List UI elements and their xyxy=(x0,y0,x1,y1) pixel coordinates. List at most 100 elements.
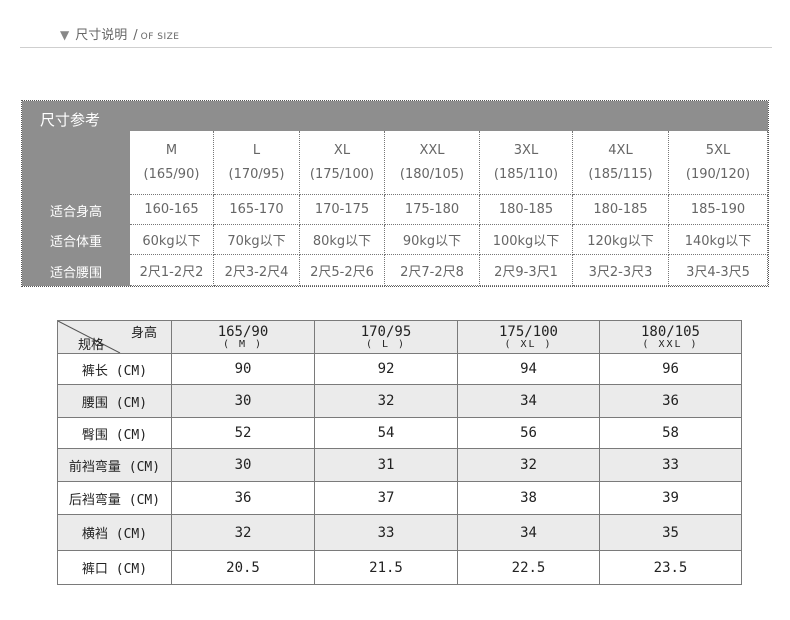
measurement-value: 36 xyxy=(171,481,315,515)
measurement-value: 38 xyxy=(457,481,600,515)
measurement-row-label: 横裆 (CM) xyxy=(57,514,172,551)
reference-value-cell: 180-185 xyxy=(573,195,669,225)
measurement-value: 92 xyxy=(314,353,458,385)
measurement-value: 33 xyxy=(314,514,458,551)
size-label: 3XL xyxy=(513,142,539,158)
measurement-value: 30 xyxy=(171,448,315,482)
section-header: ▼ 尺寸说明 / OF SIZE xyxy=(60,24,179,46)
measurement-size-header: 165/90( M ) xyxy=(171,320,315,354)
size-header-cell: L (170/95) xyxy=(214,131,300,195)
reference-value-cell: 140kg以下 xyxy=(669,225,768,255)
measurement-value: 36 xyxy=(599,384,742,418)
reference-value-cell: 175-180 xyxy=(385,195,480,225)
measurement-row: 裤口 (CM) 20.5 21.5 22.5 23.5 xyxy=(57,550,742,585)
size-value: 180/105 xyxy=(640,323,700,340)
measurement-row-label: 腰围 (CM) xyxy=(57,384,172,418)
measurement-row-label: 前裆弯量 (CM) xyxy=(57,448,172,482)
measurement-value: 54 xyxy=(314,417,458,449)
reference-value-cell: 165-170 xyxy=(214,195,300,225)
measurement-row: 臀围 (CM) 52 54 56 58 xyxy=(57,417,742,449)
measurement-row: 后裆弯量 (CM) 36 37 38 39 xyxy=(57,481,742,515)
measurement-value: 31 xyxy=(314,448,458,482)
size-code: ( M ) xyxy=(222,338,264,350)
reference-value-cell: 2尺1-2尺2 xyxy=(130,255,214,286)
title-separator: / xyxy=(133,28,138,43)
reference-value-cell: 60kg以下 xyxy=(130,225,214,255)
reference-title: 尺寸参考 xyxy=(40,111,101,129)
corner-height-label: 身高 xyxy=(130,326,157,341)
reference-value-cell: 100kg以下 xyxy=(480,225,573,255)
measurement-value: 90 xyxy=(171,353,315,385)
size-label: L xyxy=(252,142,261,158)
section-subtitle: OF SIZE xyxy=(140,32,180,42)
measurement-value: 34 xyxy=(457,384,600,418)
size-code: (185/115) xyxy=(588,166,653,182)
measurement-value: 52 xyxy=(171,417,315,449)
measurement-value: 37 xyxy=(314,481,458,515)
size-code: ( XXL ) xyxy=(642,338,699,350)
measurement-value: 21.5 xyxy=(314,550,458,585)
size-code: (175/100) xyxy=(309,166,375,182)
reference-value-cell: 2尺7-2尺8 xyxy=(385,255,480,286)
size-code: ( L ) xyxy=(365,338,407,350)
measurement-value: 32 xyxy=(314,384,458,418)
size-header-cell: 5XL (190/120) xyxy=(669,131,768,195)
reference-value-cell: 3尺2-3尺3 xyxy=(573,255,669,286)
reference-value-cell: 185-190 xyxy=(669,195,768,225)
size-label: 5XL xyxy=(705,142,731,158)
diagonal-divider xyxy=(58,321,121,353)
size-header-cell: XXL (180/105) xyxy=(385,131,480,195)
size-label: M xyxy=(165,142,178,158)
size-header-cell: 4XL (185/115) xyxy=(573,131,669,195)
measurement-row: 腰围 (CM) 30 32 34 36 xyxy=(57,384,742,418)
measurement-value: 22.5 xyxy=(457,550,600,585)
reference-value-cell: 2尺5-2尺6 xyxy=(300,255,385,286)
size-code: ( XL ) xyxy=(504,338,553,350)
triangle-down-icon: ▼ xyxy=(60,28,70,42)
reference-value-cell: 90kg以下 xyxy=(385,225,480,255)
measurement-header-row: 身高 规格 165/90( M ) 170/95( L ) 175/100( XL … xyxy=(57,320,742,354)
reference-value-cell: 3尺4-3尺5 xyxy=(669,255,768,286)
reference-value-cell: 80kg以下 xyxy=(300,225,385,255)
section-title: 尺寸说明 xyxy=(75,28,128,43)
measurement-row-label: 后裆弯量 (CM) xyxy=(57,481,172,515)
size-code: (170/95) xyxy=(228,166,285,182)
measurement-value: 56 xyxy=(457,417,600,449)
reference-value-cell: 70kg以下 xyxy=(214,225,300,255)
size-value: 165/90 xyxy=(217,323,269,340)
measurement-value: 23.5 xyxy=(599,550,742,585)
measurement-row-label: 臀围 (CM) xyxy=(57,417,172,449)
size-label: 4XL xyxy=(608,142,633,158)
header-divider xyxy=(20,47,772,48)
measurement-value: 39 xyxy=(599,481,742,515)
size-header-cell: XL (175/100) xyxy=(300,131,385,195)
measurement-row-label: 裤长 (CM) xyxy=(57,353,172,385)
reference-row-label: 适合腰围 xyxy=(49,266,102,281)
measurement-row: 前裆弯量 (CM) 30 31 32 33 xyxy=(57,448,742,482)
reference-row-label: 适合身高 xyxy=(49,205,102,220)
measurement-row: 裤长 (CM) 90 92 94 96 xyxy=(57,353,742,385)
reference-value-cell: 2尺3-2尺4 xyxy=(214,255,300,286)
measurement-value: 58 xyxy=(599,417,742,449)
measurement-table: 身高 规格 165/90( M ) 170/95( L ) 175/100( XL … xyxy=(57,320,742,585)
size-value: 170/95 xyxy=(360,323,412,340)
measurement-size-header: 180/105( XXL ) xyxy=(599,320,742,354)
size-reference-table: 尺寸参考 M (165/90) L (170/95) XL (175/100) XXL (18… xyxy=(21,100,769,287)
reference-value-cell: 180-185 xyxy=(480,195,573,225)
size-value: 175/100 xyxy=(498,323,558,340)
reference-row-label: 适合体重 xyxy=(49,235,102,250)
measurement-value: 35 xyxy=(599,514,742,551)
measurement-row-label: 裤口 (CM) xyxy=(57,550,172,585)
reference-value-cell: 2尺9-3尺1 xyxy=(480,255,573,286)
size-code: (185/110) xyxy=(493,166,559,182)
reference-banner: 尺寸参考 xyxy=(22,101,768,131)
measurement-value: 94 xyxy=(457,353,600,385)
size-header-cell: M (165/90) xyxy=(130,131,214,195)
measurement-value: 96 xyxy=(599,353,742,385)
reference-value-cell: 170-175 xyxy=(300,195,385,225)
size-label: XXL xyxy=(419,142,445,158)
measurement-value: 33 xyxy=(599,448,742,482)
reference-label-column xyxy=(22,131,130,286)
measurement-value: 34 xyxy=(457,514,600,551)
corner-cell: 身高 规格 xyxy=(57,320,172,354)
